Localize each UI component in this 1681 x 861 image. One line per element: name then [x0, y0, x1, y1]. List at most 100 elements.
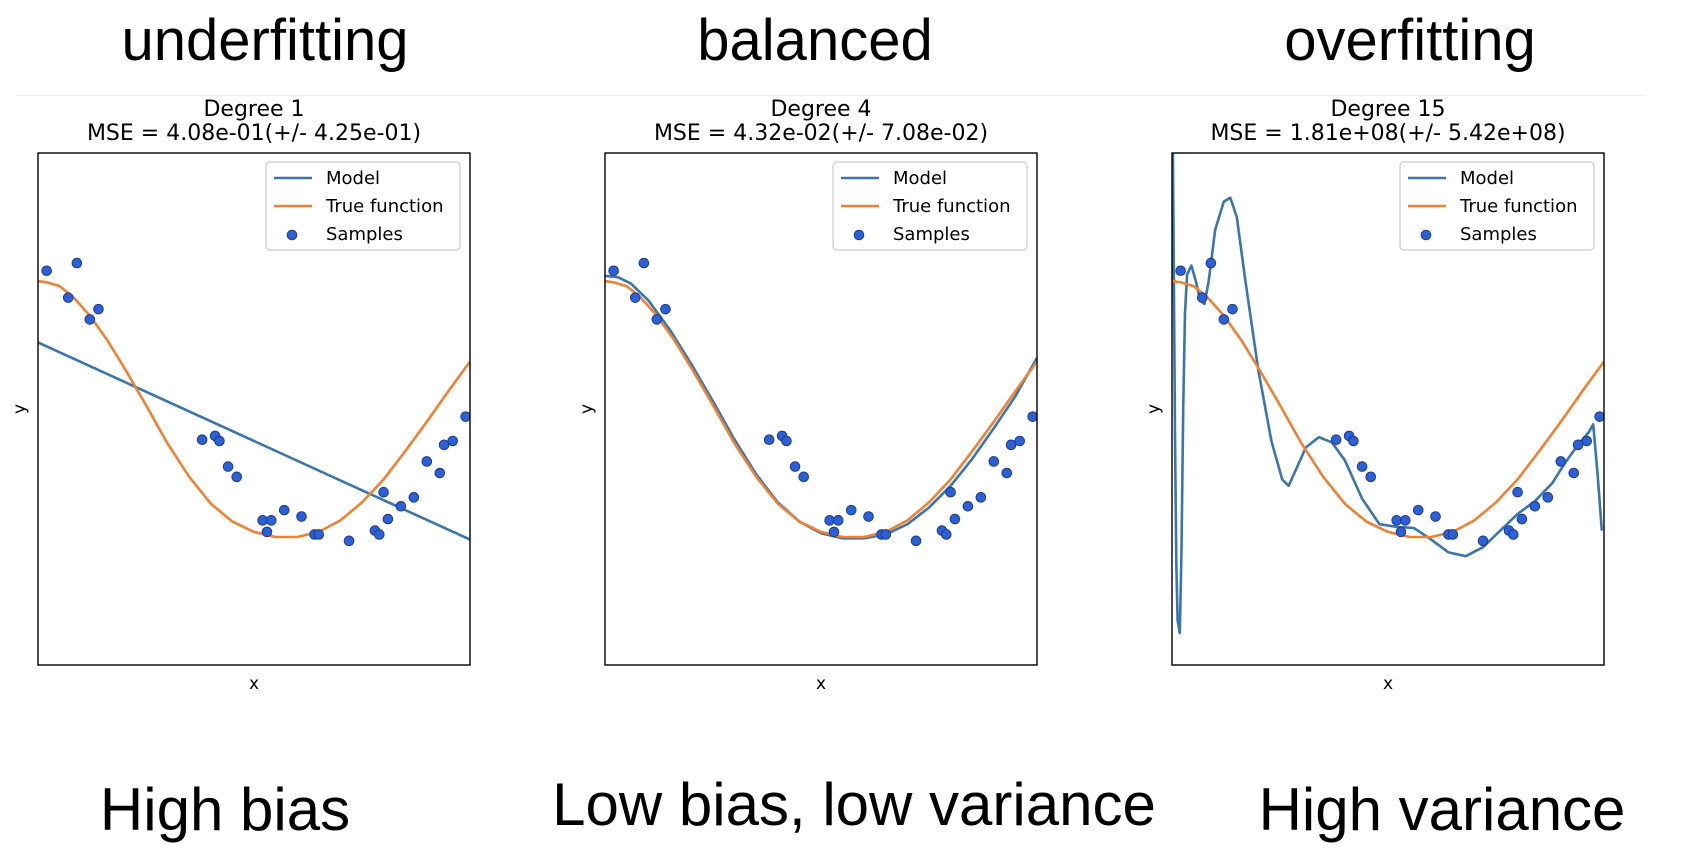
sample-point — [1412, 504, 1424, 516]
sample-point — [940, 529, 952, 540]
sample-point — [196, 434, 208, 446]
sample-point — [763, 434, 775, 446]
plot-area — [1172, 153, 1604, 635]
series-line-true-function — [605, 279, 1037, 539]
sample-point — [1175, 265, 1186, 277]
sample-point — [828, 526, 840, 538]
sample-point — [1572, 439, 1584, 451]
series-line-true-function — [1172, 279, 1604, 539]
x-axis-label: x — [249, 674, 259, 694]
sample-point — [447, 435, 459, 447]
sample-point — [1581, 435, 1593, 447]
chart-subtitle: MSE = 4.08e-01(+/- 4.25e-01) — [87, 121, 421, 146]
sample-point — [438, 439, 450, 451]
legend-label: Samples — [893, 224, 970, 245]
sample-point — [1330, 434, 1342, 446]
sample-point — [1001, 467, 1013, 479]
sample-point — [1205, 257, 1217, 269]
legend-label: Model — [326, 168, 380, 189]
sample-point — [343, 535, 355, 547]
sample-point — [41, 265, 52, 277]
sample-point — [93, 303, 104, 315]
series-line-model — [605, 274, 1037, 540]
legend-box — [265, 161, 461, 251]
sample-point — [434, 467, 446, 479]
sample-point — [910, 535, 922, 547]
sample-point — [789, 461, 801, 472]
axes-frame — [37, 152, 471, 666]
x-axis-label: x — [1383, 674, 1393, 694]
sample-point — [373, 529, 385, 540]
plot-degree-15: Degree 15 MSE = 1.81e+08(+/- 5.42e+08) x y M… — [1144, 95, 1670, 755]
sample-point — [1555, 456, 1567, 467]
chart-subtitle: MSE = 1.81e+08(+/- 5.42e+08) — [1210, 121, 1565, 146]
legend-label: True function — [1459, 196, 1577, 217]
series-line-model — [1172, 153, 1604, 635]
sample-point — [1516, 513, 1528, 525]
series-line-true-function — [38, 279, 470, 539]
legend-label: Model — [893, 168, 947, 189]
sample-point — [395, 500, 407, 512]
sample-point — [84, 314, 96, 325]
heading-overfitting: overfitting — [1284, 8, 1536, 73]
sample-point — [378, 486, 389, 498]
plot-degree-1: Degree 1 MSE = 4.08e-01(+/- 4.25e-01) x y Mo… — [10, 95, 536, 755]
sample-point — [231, 471, 243, 483]
sample-point — [408, 492, 420, 503]
sample-point — [660, 303, 671, 315]
axes-frame — [604, 152, 1038, 666]
sample-point — [845, 504, 857, 516]
caption-high-variance: High variance — [1258, 776, 1626, 843]
chart-subtitle: MSE = 4.32e-02(+/- 7.08e-02) — [654, 121, 988, 146]
legend-label: True function — [325, 196, 443, 217]
sample-point — [1594, 411, 1604, 422]
sample-point — [261, 526, 273, 538]
sample-point — [1196, 292, 1208, 303]
sample-point — [1227, 303, 1238, 315]
sample-point — [975, 492, 987, 503]
heading-underfitting: underfitting — [121, 8, 409, 73]
sample-point — [296, 511, 307, 522]
sample-point — [949, 513, 961, 525]
chart-title: Degree 1 — [203, 97, 304, 122]
sample-point — [1005, 439, 1017, 451]
legend: Model True function Samples — [1399, 161, 1595, 251]
sample-point — [1395, 526, 1407, 538]
plot-area — [605, 257, 1037, 547]
sample-point — [638, 257, 650, 269]
legend: Model True function Samples — [832, 161, 1028, 251]
legend-label: Model — [1460, 168, 1514, 189]
sample-point — [278, 504, 290, 516]
sample-point — [629, 292, 641, 303]
y-axis-label: y — [1144, 404, 1164, 414]
sample-point — [1027, 411, 1037, 422]
y-axis-label: y — [10, 404, 30, 414]
sample-point — [313, 529, 325, 540]
sample-point — [1477, 535, 1489, 547]
sample-point — [71, 257, 83, 269]
heading-balanced: balanced — [697, 8, 933, 73]
sample-point — [1512, 486, 1523, 498]
legend-box — [1399, 161, 1595, 251]
sample-point — [1568, 467, 1580, 479]
sample-point — [608, 265, 619, 277]
caption-low-bias-low-variance: Low bias, low variance — [552, 771, 1156, 838]
sample-point — [1542, 492, 1554, 503]
sample-point — [265, 515, 277, 526]
sample-point — [1399, 515, 1411, 526]
sample-point — [1447, 529, 1459, 540]
legend-marker-samples — [286, 229, 298, 241]
x-axis-label: x — [816, 674, 826, 694]
sample-point — [1507, 529, 1519, 540]
sample-point — [1430, 511, 1441, 522]
legend-marker-samples — [1420, 229, 1432, 241]
y-axis-label: y — [577, 404, 597, 414]
sample-point — [945, 486, 956, 498]
plot-degree-4: Degree 4 MSE = 4.32e-02(+/- 7.08e-02) x y Mo… — [577, 95, 1103, 755]
chart-title: Degree 4 — [770, 97, 871, 122]
legend: Model True function Samples — [265, 161, 461, 251]
sample-point — [798, 471, 810, 483]
sample-point — [421, 456, 433, 467]
